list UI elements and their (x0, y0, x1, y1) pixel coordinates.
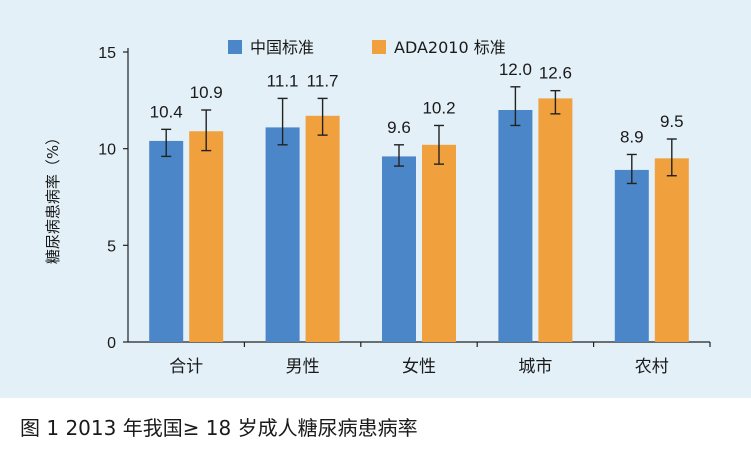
data-label: 12.0 (499, 60, 532, 79)
category-label: 农村 (635, 357, 669, 377)
y-axis-title: 糖尿病患病率（%） (44, 130, 62, 264)
data-label: 9.5 (660, 112, 684, 131)
data-label: 12.6 (539, 64, 572, 83)
data-label: 10.4 (150, 102, 183, 121)
bar (538, 98, 573, 343)
category-label: 合计 (169, 357, 203, 377)
bar (422, 144, 456, 342)
bar (654, 158, 689, 342)
legend-swatch (372, 40, 386, 54)
bar (614, 169, 649, 342)
data-label: 10.9 (190, 83, 223, 102)
category-label: 城市 (518, 357, 552, 377)
data-label: 10.2 (422, 98, 455, 117)
bar-chart: 0 5 10 15 糖尿病患病率（%） 10.4 10.9 合计 11.1 11.7 男性 9.6 10… (44, 38, 711, 377)
category-label: 女性 (402, 357, 436, 377)
y-tick-label: 5 (107, 238, 116, 255)
legend-swatch (228, 40, 242, 54)
data-label: 9.6 (387, 118, 411, 137)
y-tick-label: 15 (98, 45, 116, 62)
bar (305, 115, 340, 342)
legend-label: ADA2010 标准 (394, 38, 506, 57)
data-label: 11.7 (307, 71, 339, 90)
bar (149, 140, 184, 342)
y-tick-label: 0 (107, 335, 116, 352)
data-label: 11.1 (267, 71, 299, 90)
bar (382, 156, 416, 342)
bar (498, 110, 533, 342)
category-label: 男性 (286, 357, 320, 377)
figure-caption: 图 1 2013 年我国≥ 18 岁成人糖尿病患病率 (20, 416, 418, 440)
y-tick-label: 10 (98, 142, 116, 159)
legend-label: 中国标准 (250, 38, 314, 57)
bar (189, 131, 224, 342)
bar (265, 127, 300, 343)
chart-panel: 0 5 10 15 糖尿病患病率（%） 10.4 10.9 合计 11.1 11.7 男性 9.6 10… (0, 0, 751, 398)
data-label: 8.9 (620, 127, 644, 146)
